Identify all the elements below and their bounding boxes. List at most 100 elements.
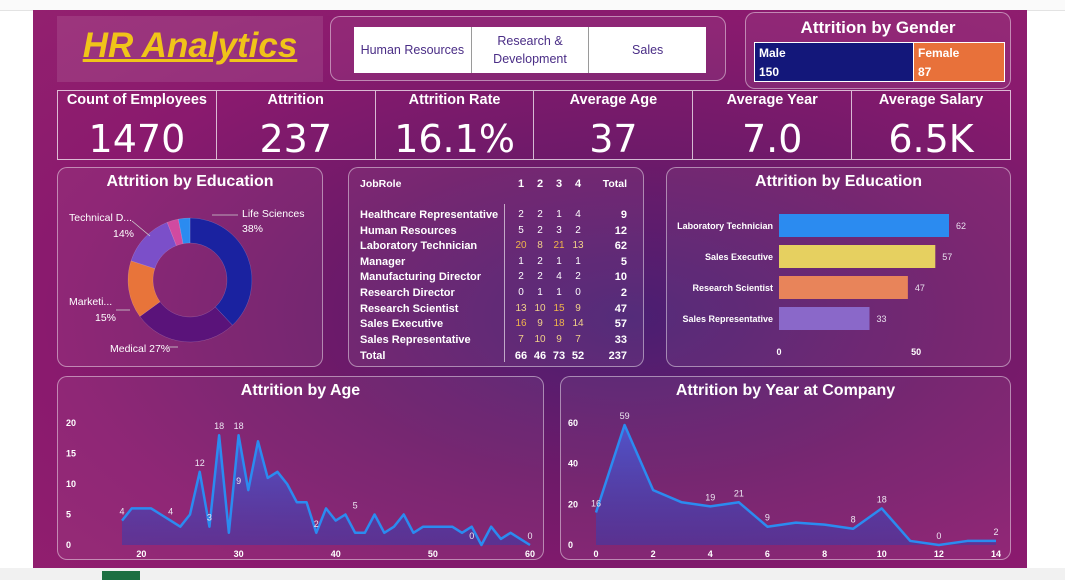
slicer-research-development[interactable]: Research & Development xyxy=(472,27,590,73)
table-cell: 4 xyxy=(556,271,562,283)
data-label: 4 xyxy=(119,507,124,517)
row-total: 237 xyxy=(608,350,627,363)
row-jobrole: Manufacturing Director xyxy=(360,271,482,284)
table-cell: 10 xyxy=(534,302,546,314)
row-total: 12 xyxy=(614,224,627,237)
header-col-2[interactable]: 2 xyxy=(536,178,544,190)
y-tick-label: 0 xyxy=(568,540,573,550)
kpi-average-salary: Average Salary 6.5K xyxy=(852,91,1010,161)
area-fill xyxy=(596,425,996,545)
data-label: 4 xyxy=(168,507,173,517)
table-cell: 0 xyxy=(575,287,581,298)
kpi-row: Count of Employees 1470 Attrition 237 Attr… xyxy=(57,90,1011,161)
data-label: 19 xyxy=(705,492,715,502)
attrition-by-year-panel: Attrition by Year at Company 0 20 40 60 0 2 4 6… xyxy=(560,376,1011,560)
donut-slice-1[interactable] xyxy=(139,301,233,343)
table-row: Sales Representative 7 10 9 7 33 xyxy=(349,334,645,349)
data-label: 12 xyxy=(195,458,205,468)
header-col-4[interactable]: 4 xyxy=(574,178,582,190)
data-label: 18 xyxy=(877,494,887,504)
bar-3[interactable] xyxy=(779,307,870,330)
data-label: 16 xyxy=(591,498,601,508)
kpi-attrition: Attrition 237 xyxy=(217,91,376,161)
table-cell: 7 xyxy=(518,333,524,345)
table-row: Healthcare Representative 2 2 1 4 9 xyxy=(349,209,645,224)
kpi-attrition-rate: Attrition Rate 16.1% xyxy=(376,91,535,161)
header-jobrole[interactable]: JobRole xyxy=(360,178,402,190)
bar-category-label: Research Scientist xyxy=(692,283,773,293)
bar-0[interactable] xyxy=(779,214,949,237)
female-bar[interactable]: Female 87 xyxy=(913,42,1005,82)
row-jobrole: Healthcare Representative xyxy=(360,209,499,221)
gender-card-title: Attrition by Gender xyxy=(800,18,956,37)
bar-1[interactable] xyxy=(779,245,936,268)
education-donut-chart: Life Sciences 38% Technical D... 14% Mar… xyxy=(69,208,304,355)
table-cell: 3 xyxy=(556,224,562,236)
table-cell: 66 xyxy=(514,350,528,363)
header-total[interactable]: Total xyxy=(602,178,627,190)
education-bar-title: Attrition by Education xyxy=(754,173,923,190)
bar-value-label: 47 xyxy=(915,283,925,293)
data-label: 9 xyxy=(765,513,770,523)
row-total: 47 xyxy=(614,302,627,315)
row-total: 9 xyxy=(620,209,627,221)
row-total: 5 xyxy=(620,255,627,268)
kpi-count-of-employees: Count of Employees 1470 xyxy=(58,91,217,161)
table-cell: 9 xyxy=(575,302,581,314)
table-cell: 1 xyxy=(518,255,524,267)
bar-value-label: 62 xyxy=(956,221,966,231)
kpi-value: 16.1% xyxy=(394,117,515,161)
y-tick-label: 40 xyxy=(568,459,578,469)
x-tick-label: 50 xyxy=(911,347,921,357)
area-fill xyxy=(122,435,530,545)
x-tick-label: 2 xyxy=(651,549,656,559)
table-row: Manager 1 2 1 1 5 xyxy=(349,256,645,271)
table-cell: 2 xyxy=(575,271,581,283)
donut-slice-4[interactable] xyxy=(166,218,184,246)
donut-slice-5[interactable] xyxy=(178,217,191,244)
data-label: 59 xyxy=(620,411,630,421)
slicer-human-resources[interactable]: Human Resources xyxy=(354,27,472,73)
data-label: 18 xyxy=(214,421,224,431)
kpi-value: 1470 xyxy=(88,117,186,161)
table-cell: 1 xyxy=(556,255,562,267)
jobrole-matrix-table: JobRole 1 2 3 4 Total Healthcare Representativ… xyxy=(348,167,644,367)
dashboard-title: HR Analytics xyxy=(82,26,298,65)
x-tick-label: 30 xyxy=(234,549,244,559)
table-cell: 15 xyxy=(553,302,565,314)
row-total: 2 xyxy=(620,287,627,299)
age-chart-title: Attrition by Age xyxy=(240,382,361,399)
male-bar[interactable]: Male 150 xyxy=(754,42,914,82)
slice-pct-marketing: 15% xyxy=(95,312,116,324)
kpi-average-year: Average Year 7.0 xyxy=(693,91,853,161)
app-bottom-strip xyxy=(0,568,1065,580)
bar-2[interactable] xyxy=(779,276,908,299)
data-label: 8 xyxy=(851,515,856,525)
bar-category-label: Sales Representative xyxy=(682,314,773,324)
header-col-1[interactable]: 1 xyxy=(517,178,525,190)
row-total: 33 xyxy=(614,333,627,346)
sheet-tab[interactable] xyxy=(102,571,140,580)
table-cell: 14 xyxy=(572,318,584,330)
header-col-3[interactable]: 3 xyxy=(555,178,563,190)
y-tick-label: 20 xyxy=(66,418,76,428)
data-label: 0 xyxy=(936,531,941,541)
kpi-label: Average Age xyxy=(569,92,658,108)
series-line[interactable] xyxy=(594,423,996,547)
table-row: Total 66 46 73 52 237 xyxy=(349,350,645,365)
y-tick-label: 0 xyxy=(66,540,71,550)
row-total: 10 xyxy=(614,271,627,284)
kpi-value: 237 xyxy=(259,117,332,161)
donut-slice-0[interactable] xyxy=(189,217,253,326)
x-tick-label: 14 xyxy=(991,549,1001,559)
donut-slice-3[interactable] xyxy=(130,222,177,269)
row-jobrole: Sales Executive xyxy=(360,318,444,331)
slicer-sales[interactable]: Sales xyxy=(632,43,664,57)
table-cell: 9 xyxy=(537,318,543,330)
series-line[interactable] xyxy=(121,433,531,547)
y-tick-label: 15 xyxy=(66,449,76,459)
table-row: Research Scientist 13 10 15 9 47 xyxy=(349,303,645,318)
x-tick-label: 40 xyxy=(331,549,341,559)
title-box: HR Analytics xyxy=(57,16,323,82)
donut-slice-2[interactable] xyxy=(127,260,161,317)
